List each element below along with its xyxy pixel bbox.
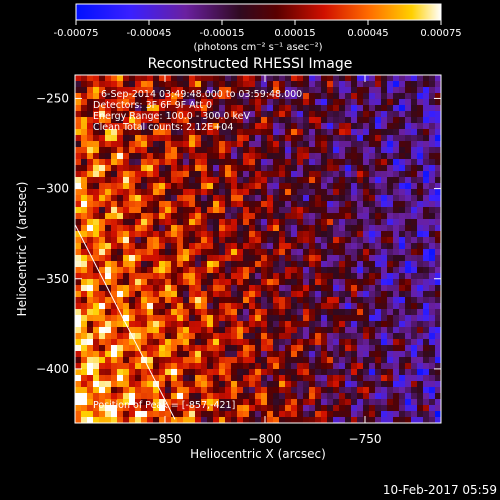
y-axis-label: Heliocentric Y (arcsec)	[15, 182, 29, 317]
colorbar	[75, 3, 442, 21]
y-tick-label: −400	[36, 362, 69, 376]
footer-timestamp: 10-Feb-2017 05:59	[383, 483, 497, 497]
colorbar-tick-label: 0.00075	[420, 28, 461, 39]
colorbar-label: (photons cm⁻² s⁻¹ asec⁻²)	[193, 42, 322, 53]
x-axis: −850 −800 −750	[149, 75, 382, 446]
colorbar-tick-label: -0.00075	[54, 28, 99, 39]
colorbar-ticks: -0.00075 -0.00045 -0.00015 0.00015 0.00045 0.…	[54, 20, 462, 39]
colorbar-tick-label: -0.00045	[127, 28, 172, 39]
annotation-detectors: Detectors: 3F 6F 9F Att 0	[93, 100, 212, 111]
x-axis-label: Heliocentric X (arcsec)	[190, 447, 326, 461]
x-tick-label: −750	[349, 432, 382, 446]
plot-frame	[74, 74, 442, 424]
y-tick-label: −300	[36, 182, 69, 196]
annotation-clean-counts: Clean Total counts: 2.12E+04	[93, 122, 233, 133]
limb-line	[74, 224, 176, 420]
colorbar-tick-label: -0.00015	[200, 28, 245, 39]
colorbar-tick-label: 0.00045	[347, 28, 388, 39]
annotation-peak-position: Position of Peak = [-857,-421]	[93, 400, 235, 411]
annotation-time-range: 6-Sep-2014 03:49:48.000 to 03:59:48.000	[101, 89, 302, 100]
heatmap	[75, 75, 441, 423]
chart-title: Reconstructed RHESSI Image	[148, 56, 353, 72]
y-axis: −250 −300 −350 −400	[36, 91, 441, 376]
y-tick-label: −250	[36, 91, 69, 105]
x-tick-label: −800	[249, 432, 282, 446]
annotation-energy-range: Energy Range: 100.0 - 300.0 keV	[93, 111, 250, 122]
y-tick-label: −350	[36, 272, 69, 286]
colorbar-tick-label: 0.00015	[274, 28, 315, 39]
x-tick-label: −850	[149, 432, 182, 446]
